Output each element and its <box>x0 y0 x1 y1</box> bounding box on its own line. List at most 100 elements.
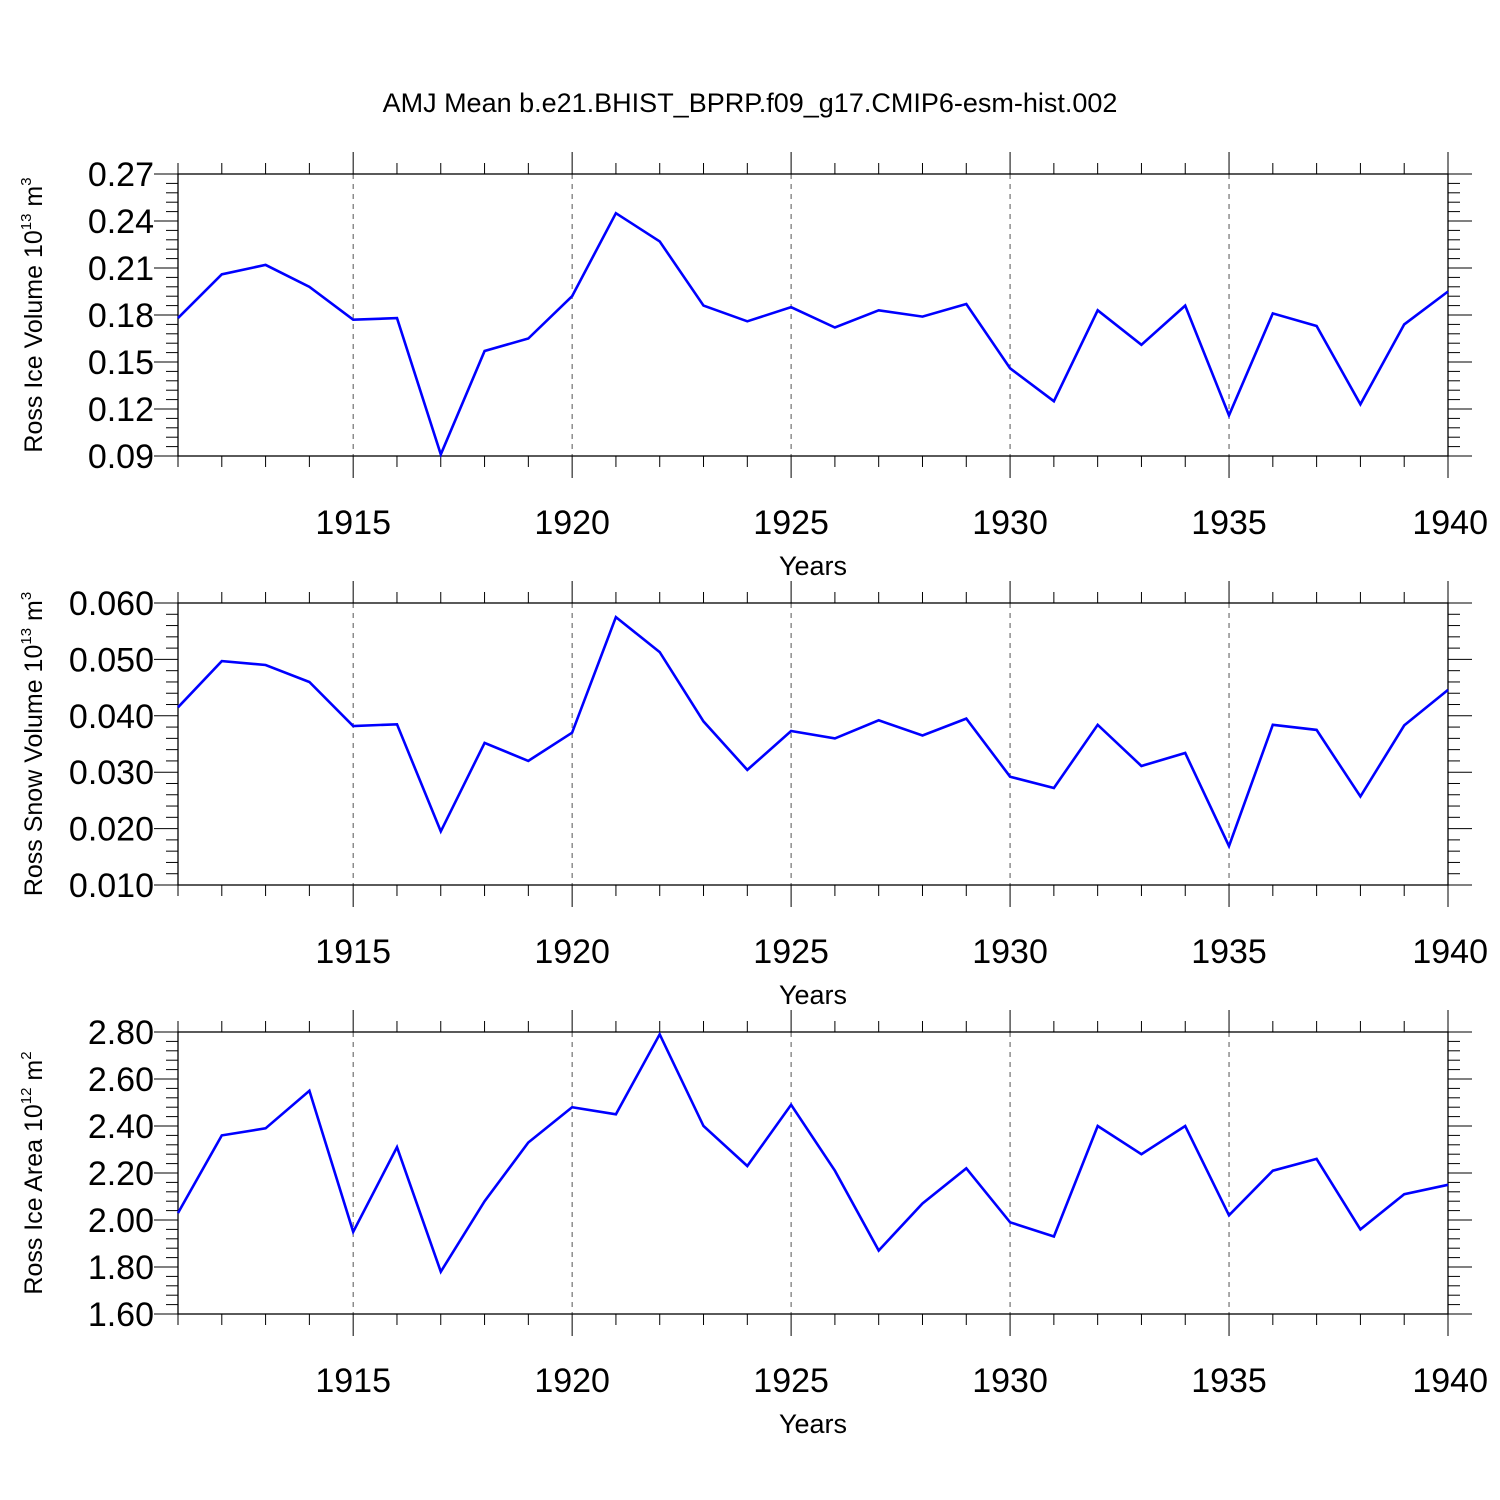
data-point-1924 <box>745 768 749 772</box>
data-point-1916 <box>395 1145 399 1149</box>
data-point-1915 <box>351 318 355 322</box>
data-point-1932 <box>1096 1124 1100 1128</box>
y-tick-label: 0.050 <box>69 641 154 679</box>
x-tick-label: 1925 <box>753 1362 829 1400</box>
data-point-1929 <box>964 1166 968 1170</box>
data-point-1917 <box>439 1270 443 1274</box>
y-axis-title: Ross Ice Volume 1013 m3 <box>18 177 48 452</box>
y-tick-label: 1.80 <box>88 1249 154 1287</box>
data-point-1921 <box>614 1112 618 1116</box>
x-tick-label: 1915 <box>315 1362 391 1400</box>
data-point-1912 <box>220 659 224 663</box>
data-point-1917 <box>439 452 443 456</box>
data-point-1934 <box>1183 304 1187 308</box>
data-point-1922 <box>658 650 662 654</box>
plot-frame <box>177 602 1449 886</box>
y-tick-label: 0.060 <box>69 585 154 623</box>
data-point-1930 <box>1008 1220 1012 1224</box>
data-point-1921 <box>614 615 618 619</box>
x-axis-title: Years <box>779 980 847 1010</box>
data-point-1932 <box>1096 308 1100 312</box>
data-point-1937 <box>1315 1157 1319 1161</box>
data-point-1919 <box>526 337 530 341</box>
y-tick-label: 0.12 <box>88 391 154 429</box>
x-tick-label: 1935 <box>1191 933 1267 971</box>
data-point-1920 <box>570 294 574 298</box>
data-point-1940 <box>1446 290 1450 294</box>
data-point-1916 <box>395 722 399 726</box>
y-tick-label: 1.60 <box>88 1296 154 1334</box>
data-point-1915 <box>351 1230 355 1234</box>
data-point-1936 <box>1271 1169 1275 1173</box>
data-point-1929 <box>964 717 968 721</box>
x-tick-label: 1935 <box>1191 1362 1267 1400</box>
data-point-1911 <box>176 1211 180 1215</box>
y-tick-label: 0.040 <box>69 698 154 736</box>
data-point-1914 <box>307 680 311 684</box>
plot-frame <box>177 1031 1449 1315</box>
data-point-1918 <box>483 1199 487 1203</box>
panel-1: 0.09 0.12 0.15 0.18 0.21 0.24 0.27 1915 1920 1925… <box>18 152 1488 581</box>
x-tick-label: 1925 <box>753 933 829 971</box>
data-point-1919 <box>526 759 530 763</box>
data-point-1913 <box>264 263 268 267</box>
x-tick-label: 1940 <box>1412 504 1488 542</box>
data-point-1938 <box>1358 402 1362 406</box>
x-tick-label: 1930 <box>972 933 1048 971</box>
panel-2: 0.010 0.020 0.030 0.040 0.050 0.060 1915 1920 19… <box>18 581 1488 1010</box>
data-point-1911 <box>176 705 180 709</box>
data-point-1922 <box>658 239 662 243</box>
data-point-1916 <box>395 316 399 320</box>
data-point-1932 <box>1096 723 1100 727</box>
data-point-1927 <box>877 718 881 722</box>
series-line <box>177 211 1449 459</box>
y-tick-label: 2.60 <box>88 1061 154 1099</box>
data-point-1921 <box>614 211 618 215</box>
x-tick-label: 1940 <box>1412 933 1488 971</box>
y-tick-label: 0.18 <box>88 297 154 335</box>
data-point-1923 <box>702 719 706 723</box>
data-point-1928 <box>920 315 924 319</box>
data-point-1929 <box>964 302 968 306</box>
y-tick-label: 2.00 <box>88 1202 154 1240</box>
data-point-1931 <box>1052 399 1056 403</box>
y-axis-title: Ross Snow Volume 1013 m3 <box>18 592 48 896</box>
x-tick-label: 1920 <box>534 933 610 971</box>
data-point-1923 <box>702 304 706 308</box>
data-point-1936 <box>1271 723 1275 727</box>
data-point-1940 <box>1446 688 1450 692</box>
data-point-1934 <box>1183 751 1187 755</box>
x-tick-label: 1920 <box>534 1362 610 1400</box>
x-tick-label: 1940 <box>1412 1362 1488 1400</box>
data-point-1914 <box>307 1089 311 1093</box>
data-point-1927 <box>877 308 881 312</box>
data-point-1913 <box>264 1126 268 1130</box>
panel-3: 1.60 1.80 2.00 2.20 2.40 2.60 2.80 1915 1920 1925… <box>18 1010 1488 1439</box>
data-point-1923 <box>702 1124 706 1128</box>
data-point-1928 <box>920 734 924 738</box>
data-point-1918 <box>483 349 487 353</box>
data-point-1925 <box>789 729 793 733</box>
data-point-1914 <box>307 285 311 289</box>
y-tick-label: 0.24 <box>88 203 154 241</box>
data-point-1918 <box>483 741 487 745</box>
data-point-1926 <box>833 736 837 740</box>
data-point-1912 <box>220 272 224 276</box>
y-axis-title: Ross Ice Area 1012 m2 <box>18 1051 48 1294</box>
y-tick-label: 0.09 <box>88 438 154 476</box>
data-point-1938 <box>1358 1227 1362 1231</box>
data-point-1938 <box>1358 794 1362 798</box>
data-point-1930 <box>1008 775 1012 779</box>
data-point-1937 <box>1315 324 1319 328</box>
data-point-1922 <box>658 1032 662 1036</box>
y-tick-label: 2.80 <box>88 1014 154 1052</box>
figure-title: AMJ Mean b.e21.BHIST_BPRP.f09_g17.CMIP6-… <box>383 88 1118 118</box>
data-point-1913 <box>264 663 268 667</box>
x-tick-label: 1930 <box>972 504 1048 542</box>
data-point-1924 <box>745 1164 749 1168</box>
data-point-1926 <box>833 1169 837 1173</box>
y-tick-label: 0.010 <box>69 867 154 905</box>
y-tick-label: 0.030 <box>69 754 154 792</box>
data-point-1933 <box>1139 343 1143 347</box>
